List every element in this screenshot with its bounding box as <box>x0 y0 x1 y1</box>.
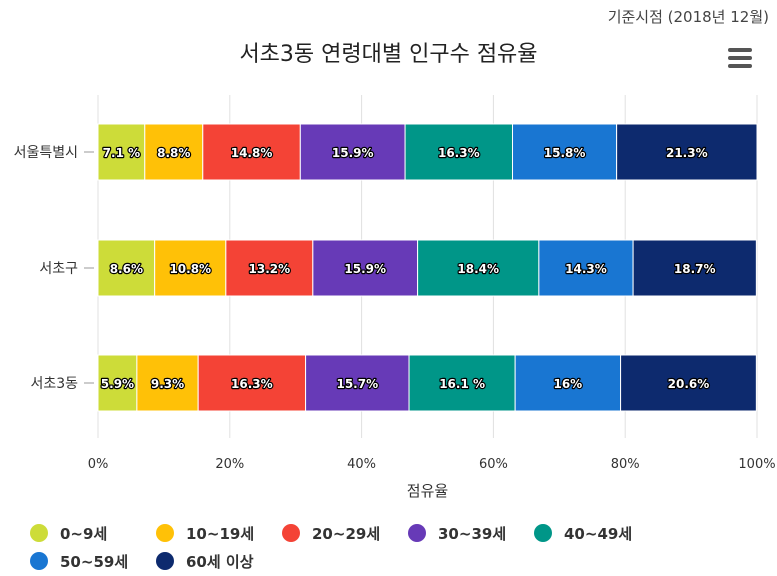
bar-data-label: 14.3% <box>565 262 607 276</box>
bar-data-label: 8.6% <box>110 262 143 276</box>
legend-swatch <box>408 524 426 542</box>
legend-item[interactable]: 60세 이상 <box>156 550 282 572</box>
legend-item[interactable]: 0~9세 <box>30 522 156 544</box>
bar-data-label: 5.9% <box>101 377 134 391</box>
legend-label: 40~49세 <box>564 524 633 543</box>
bar-segment[interactable] <box>305 354 410 412</box>
bar-data-label: 18.4% <box>457 262 499 276</box>
legend-item[interactable]: 50~59세 <box>30 550 156 572</box>
legend-item[interactable]: 20~29세 <box>282 522 408 544</box>
bar-data-label: 16.1 % <box>439 377 485 391</box>
bar-data-label: 21.3% <box>666 146 708 160</box>
bar-data-label: 16% <box>553 377 582 391</box>
menu-line <box>728 56 752 60</box>
bar-segment[interactable] <box>514 354 622 412</box>
bar-data-label: 10.8% <box>169 262 211 276</box>
category-label: 서초3동 <box>30 376 78 392</box>
bar-segment[interactable] <box>512 123 618 181</box>
bar-data-label: 16.3% <box>438 146 480 160</box>
bar-segment[interactable] <box>202 123 301 181</box>
bar-segment[interactable] <box>225 239 314 297</box>
bar-segment[interactable] <box>632 239 757 297</box>
x-tick-label: 80% <box>611 457 640 472</box>
legend-item[interactable]: 10~19세 <box>156 522 282 544</box>
bar-segment[interactable] <box>97 239 156 297</box>
legend-label: 50~59세 <box>60 552 129 571</box>
legend-swatch <box>30 552 48 570</box>
bar-segment[interactable] <box>97 123 146 181</box>
stacked-bar-chart: 7.1 % 8.8% 14.8% 15.9% 16.3% 15.8% 21.3% 8.6% 10… <box>14 95 776 500</box>
bar-data-label: 16.3% <box>231 377 273 391</box>
menu-line <box>728 48 752 52</box>
bar-segment[interactable] <box>312 239 419 297</box>
legend-swatch <box>534 524 552 542</box>
x-tick-label: 40% <box>347 457 376 472</box>
bar-data-label: 13.2% <box>249 262 291 276</box>
x-tick-label: 60% <box>479 457 508 472</box>
bar-segment[interactable] <box>620 354 757 412</box>
x-tick-label: 20% <box>215 457 244 472</box>
bar-segment[interactable] <box>417 239 540 297</box>
bar-data-label: 9.3% <box>151 377 184 391</box>
bar-data-label: 20.6% <box>668 377 710 391</box>
bar-data-label: 7.1 % <box>103 146 140 160</box>
x-axis-title: 점유율 <box>407 482 448 500</box>
bar-segment[interactable] <box>408 354 516 412</box>
legend-item[interactable]: 40~49세 <box>534 522 660 544</box>
bar-segment[interactable] <box>97 354 138 412</box>
bar-data-label: 15.7% <box>336 377 378 391</box>
bar-data-label: 15.8% <box>544 146 586 160</box>
legend-label: 30~39세 <box>438 524 507 543</box>
bar-data-label: 14.8% <box>231 146 273 160</box>
value-axis: 0% 20% 40% 60% 80% 100% <box>88 457 776 472</box>
bar-segment[interactable] <box>154 239 227 297</box>
chart-title: 서초3동 연령대별 인구수 점유율 <box>239 42 538 67</box>
legend-item[interactable]: 30~39세 <box>408 522 534 544</box>
bar-data-label: 15.9% <box>344 262 386 276</box>
legend-swatch <box>282 524 300 542</box>
bar-segment[interactable] <box>197 354 307 412</box>
bar-data-label: 18.7% <box>674 262 716 276</box>
bar-segment[interactable] <box>144 123 204 181</box>
menu-line <box>728 64 752 68</box>
bar-segment[interactable] <box>299 123 406 181</box>
bar-segment[interactable] <box>538 239 634 297</box>
legend-label: 0~9세 <box>60 524 108 543</box>
reference-date: 기준시점 (2018년 12월) <box>607 8 769 26</box>
bars: 7.1 % 8.8% 14.8% 15.9% 16.3% 15.8% 21.3% 8.6% 10… <box>97 123 758 412</box>
category-label: 서울특별시 <box>14 145 78 161</box>
legend-swatch <box>30 524 48 542</box>
bar-segment[interactable] <box>616 123 758 181</box>
legend-label: 60세 이상 <box>186 552 254 571</box>
x-tick-label: 0% <box>88 457 109 472</box>
legend: 0~9세 10~19세 20~29세 30~39세 40~49세 50~59세 60세 이상 <box>30 522 770 572</box>
bar-segment[interactable] <box>404 123 514 181</box>
legend-swatch <box>156 524 174 542</box>
bar-segment[interactable] <box>136 354 199 412</box>
hamburger-menu-icon[interactable] <box>727 48 753 70</box>
category-label: 서초구 <box>39 261 78 277</box>
x-tick-label: 100% <box>738 457 775 472</box>
bar-data-label: 15.9% <box>332 146 374 160</box>
bar-data-label: 8.8% <box>157 146 190 160</box>
legend-label: 10~19세 <box>186 524 255 543</box>
legend-swatch <box>156 552 174 570</box>
legend-label: 20~29세 <box>312 524 381 543</box>
